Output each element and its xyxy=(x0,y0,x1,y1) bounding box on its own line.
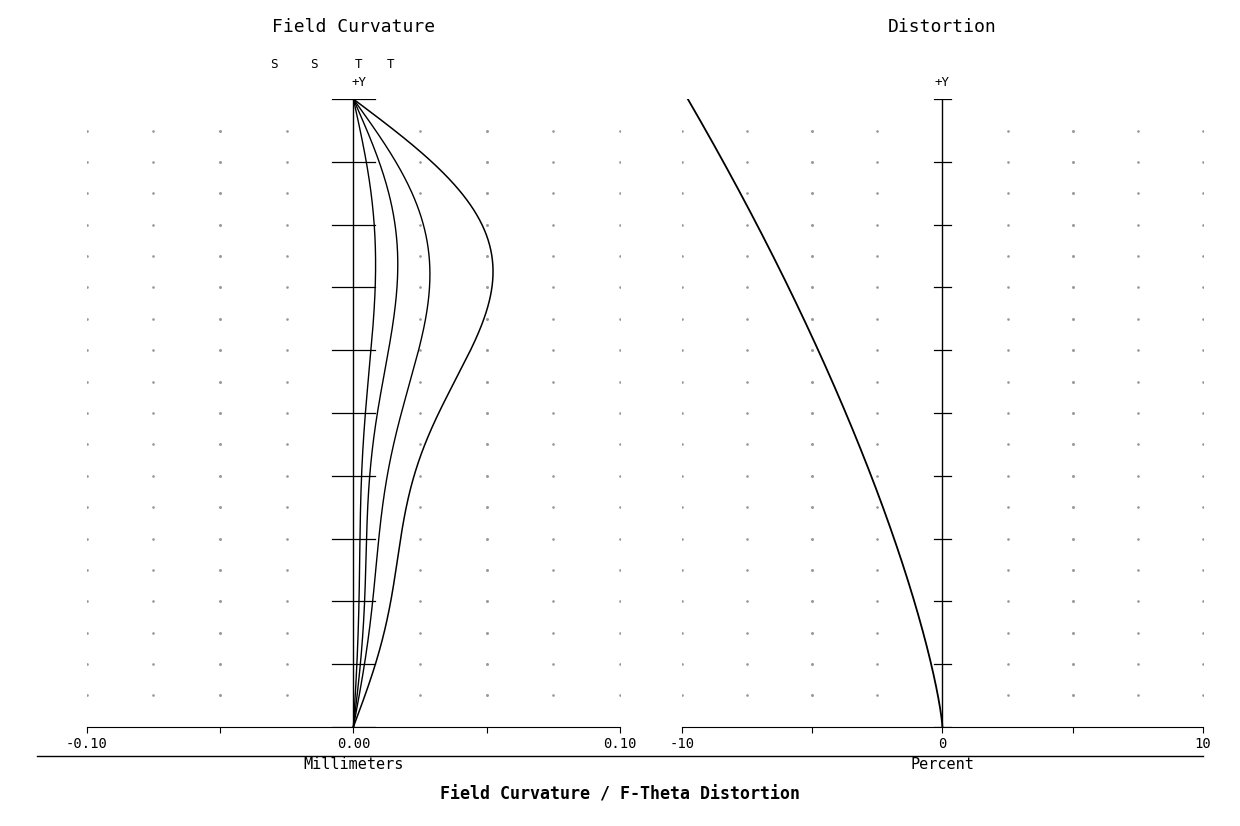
Text: Field Curvature / F-Theta Distortion: Field Curvature / F-Theta Distortion xyxy=(440,786,800,804)
Text: S: S xyxy=(269,59,278,71)
Text: +Y: +Y xyxy=(935,76,950,89)
Text: Distortion: Distortion xyxy=(888,18,997,36)
Text: T: T xyxy=(387,59,394,71)
Text: Field Curvature: Field Curvature xyxy=(272,18,435,36)
X-axis label: Percent: Percent xyxy=(910,757,975,771)
Text: T: T xyxy=(355,59,362,71)
X-axis label: Millimeters: Millimeters xyxy=(304,757,403,771)
Text: +Y: +Y xyxy=(351,76,366,89)
Text: S: S xyxy=(310,59,317,71)
